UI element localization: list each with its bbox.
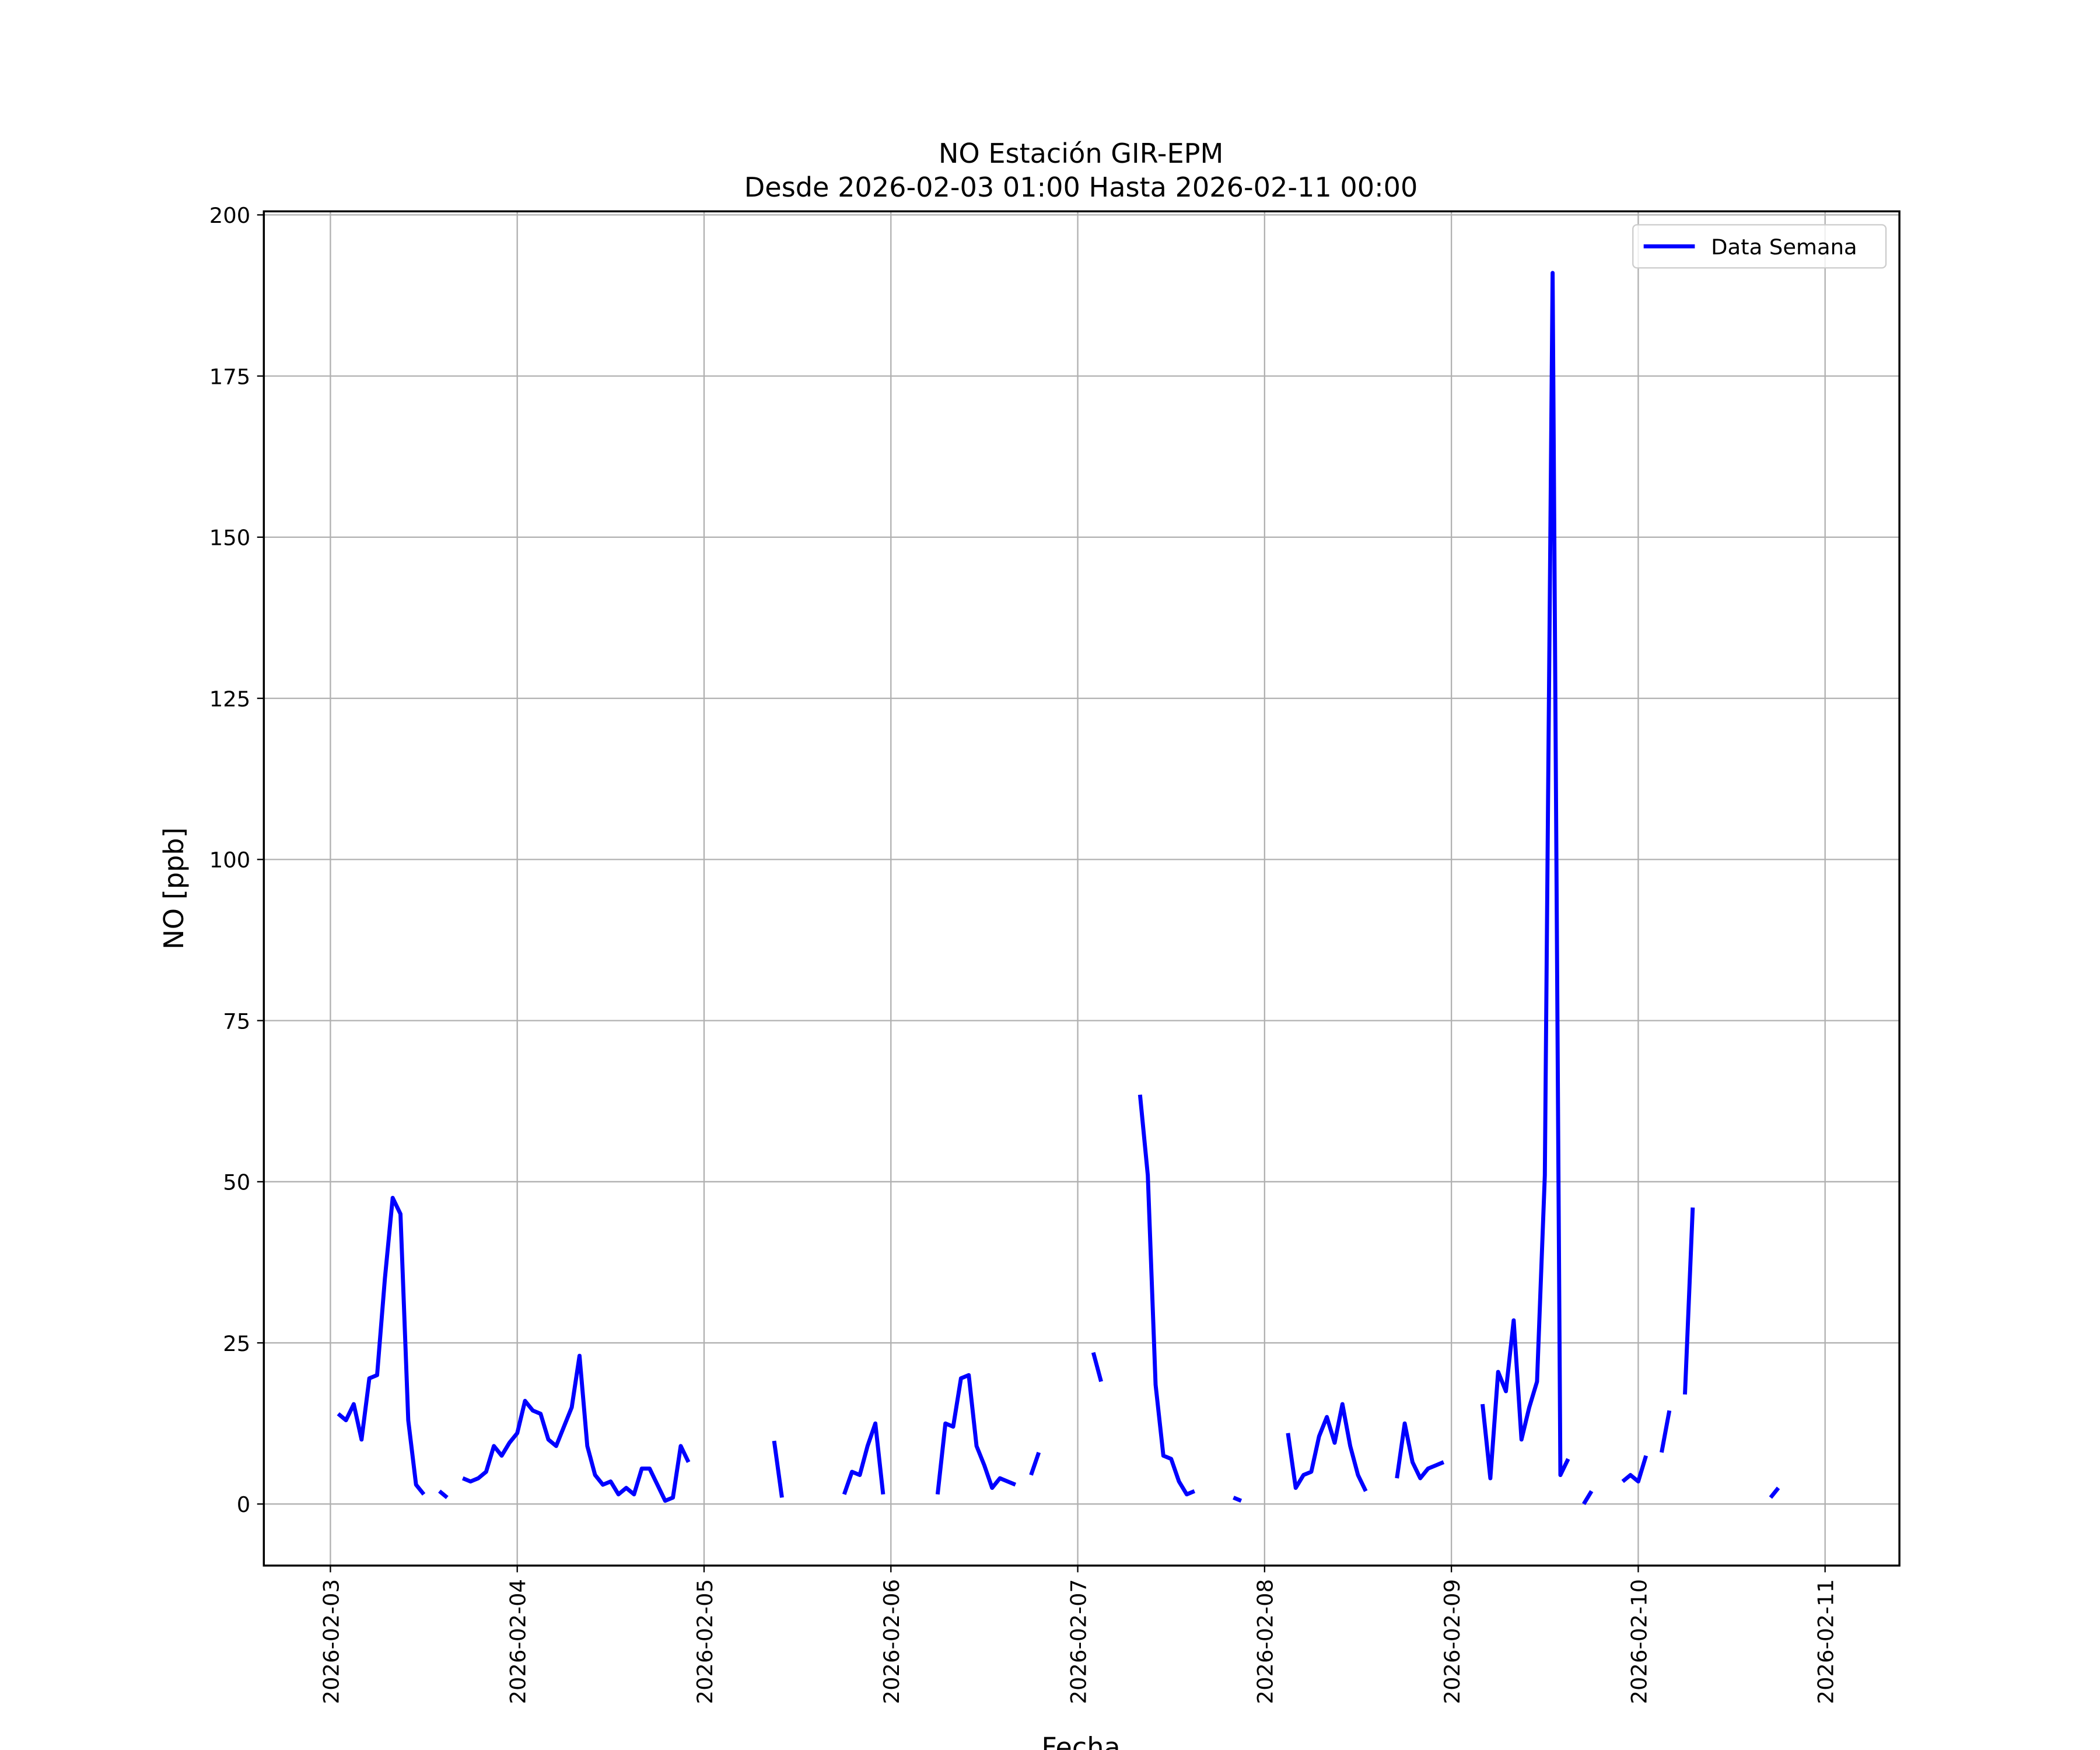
y-tick-label: 25 [223,1331,250,1356]
x-tick-label: 2026-02-08 [1253,1579,1278,1704]
plot-frame [262,210,1901,1567]
legend-label: Data Semana [1711,235,1857,260]
x-tick-label: 2026-02-10 [1626,1579,1651,1704]
y-tick-label: 125 [209,687,250,712]
y-tick-label: 100 [209,848,250,873]
chart-subtitle: Desde 2026-02-03 01:00 Hasta 2026-02-11 … [744,172,1418,203]
y-tick-label: 150 [209,526,250,551]
x-tick-label: 2026-02-05 [692,1579,718,1704]
y-tick-label: 75 [223,1009,250,1034]
chart-title: NO Estación GIR-EPM [939,138,1223,169]
grid [264,211,1900,1566]
data-line [337,271,1780,1506]
x-axis-label: Fecha [1041,1732,1120,1750]
x-tick-label: 2026-02-06 [879,1579,904,1704]
y-tick-label: 0 [237,1492,250,1517]
x-tick-label: 2026-02-11 [1814,1579,1839,1704]
x-tick-label: 2026-02-09 [1440,1579,1465,1704]
y-axis-label: NO [ppb] [158,827,190,949]
y-tick-label: 175 [209,364,250,389]
x-tick-label: 2026-02-03 [318,1579,344,1704]
y-tick-label: 50 [223,1170,250,1195]
legend: Data Semana [1632,224,1887,269]
legend-frame [1632,224,1887,269]
x-tick-label: 2026-02-07 [1066,1579,1091,1704]
y-tick-label: 200 [209,203,250,228]
x-tick-label: 2026-02-04 [506,1579,531,1704]
